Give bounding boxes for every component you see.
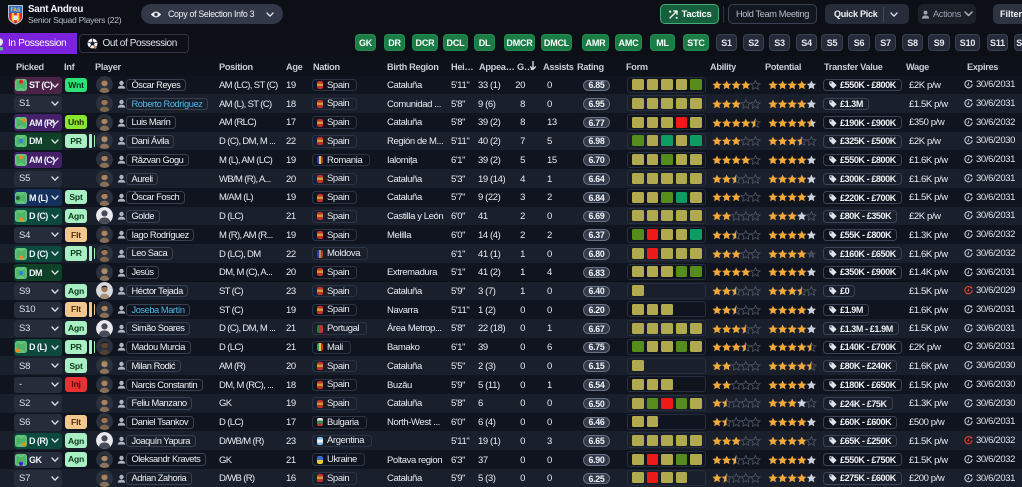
svg-text:FAS: FAS	[11, 8, 21, 14]
